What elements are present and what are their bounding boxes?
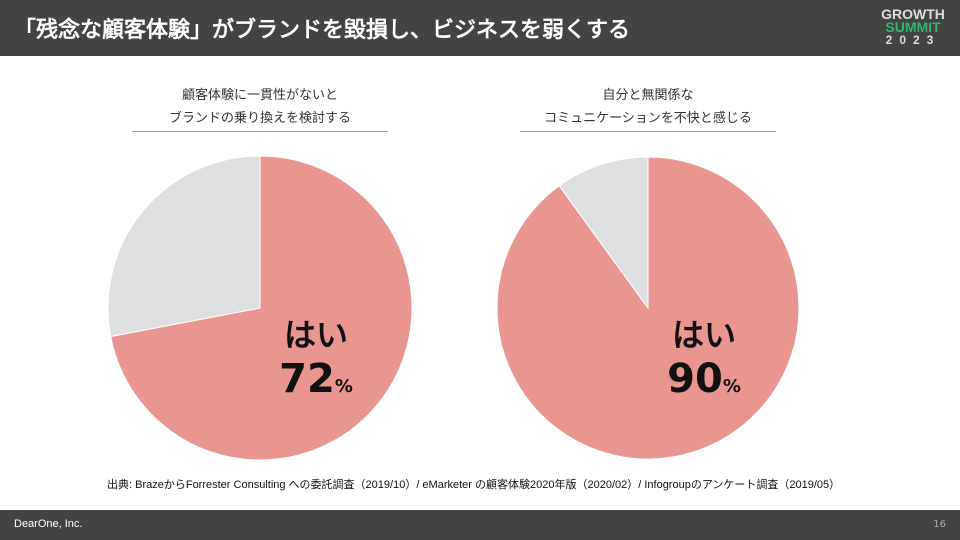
question-1: 顧客体験に一貫性がないと ブランドの乗り換えを検討する (110, 84, 410, 130)
answer-label: はい (671, 316, 736, 354)
header-bar: 「残念な顧客体験」がブランドを毀損し、ビジネスを弱くする GROWTH SUMM… (0, 0, 960, 56)
percent-value: 90 (667, 356, 723, 402)
divider (132, 131, 388, 132)
pie-2-slice-2 (558, 156, 649, 310)
growth-summit-logo: GROWTH SUMMIT 2023 (881, 6, 945, 47)
page-number: 16 (933, 519, 946, 530)
pie-1-label: はい 72% (246, 310, 386, 402)
question-2: 自分と無関係な コミュニケーションを不快と感じる (498, 84, 798, 130)
percent-unit: % (334, 376, 353, 397)
percent-unit: % (722, 376, 741, 397)
percent-value: 72 (279, 356, 335, 402)
slide-title: 「残念な顧客体験」がブランドを毀損し、ビジネスを弱くする (14, 18, 631, 43)
pie-2-label: はい 90% (634, 310, 774, 402)
footer-bar: DearOne, Inc. 16 (0, 510, 960, 540)
company-name: DearOne, Inc. (14, 518, 83, 530)
source-note: 出典: BrazeからForrester Consulting への委託調査（2… (107, 479, 841, 491)
question-1-line1: 顧客体験に一貫性がないと (181, 88, 338, 103)
answer-label: はい (283, 316, 348, 354)
pie-1-slice-2 (107, 155, 261, 338)
question-2-line2: コミュニケーションを不快と感じる (544, 111, 752, 126)
question-2-line1: 自分と無関係な (602, 88, 694, 103)
divider (520, 131, 776, 132)
pie-1-slice-1 (110, 155, 413, 461)
question-1-line2: ブランドの乗り換えを検討する (168, 111, 351, 126)
